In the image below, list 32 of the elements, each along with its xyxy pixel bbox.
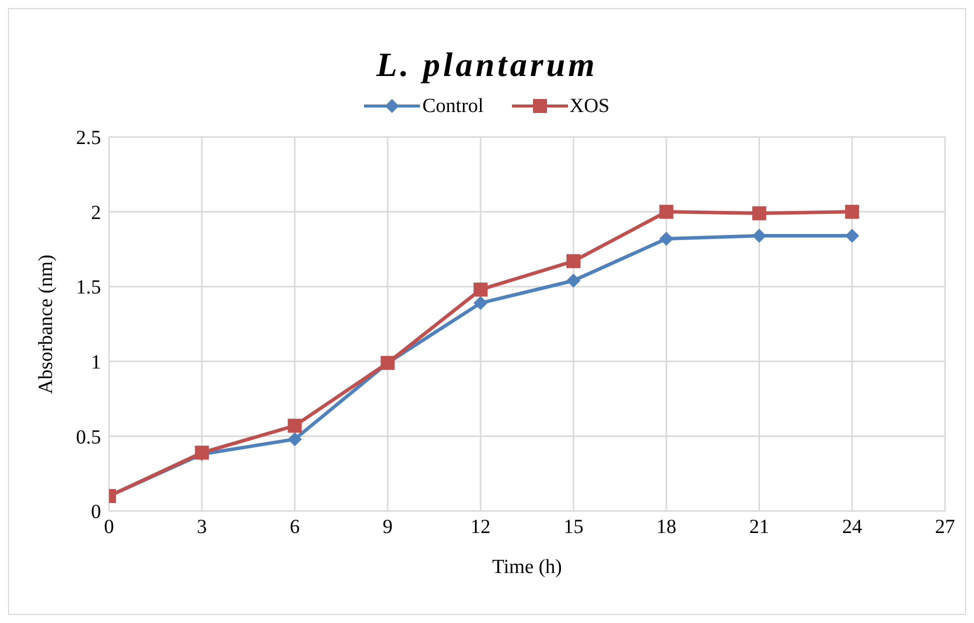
point [659, 232, 674, 246]
point [752, 228, 766, 243]
x-tick-label: 21 [749, 516, 770, 538]
y-tick-label: 2 [91, 202, 101, 224]
point [845, 204, 860, 219]
y-tick-label: 0.5 [76, 426, 101, 448]
x-tick-label: 24 [842, 516, 862, 538]
x-tick-label: 27 [935, 516, 955, 538]
y-tick-label: 0 [91, 501, 101, 524]
x-tick-label: 3 [196, 516, 207, 538]
point [288, 432, 302, 446]
x-tick-label: 18 [656, 516, 676, 538]
point [845, 228, 860, 243]
point [474, 296, 488, 310]
x-tick-label: 12 [470, 516, 491, 538]
point [566, 274, 580, 288]
y-tick-label: 1 [91, 352, 101, 374]
point [752, 206, 766, 220]
y-axis-title: Absorbance (nm) [35, 254, 58, 394]
chart-title: L. plantarum [375, 47, 599, 86]
point [566, 254, 580, 268]
y-tick-label: 1.5 [76, 276, 101, 299]
y-tick-label: 2.5 [76, 127, 101, 150]
legend-label: Control [422, 94, 484, 118]
x-tick-label: 9 [382, 516, 393, 538]
legend-label: XOS [570, 94, 610, 118]
point [288, 418, 302, 433]
x-tick-label: 15 [563, 516, 584, 538]
point [659, 204, 674, 219]
x-tick-label: 6 [290, 516, 300, 538]
x-axis-title: Time (h) [492, 556, 562, 578]
point [474, 282, 488, 297]
